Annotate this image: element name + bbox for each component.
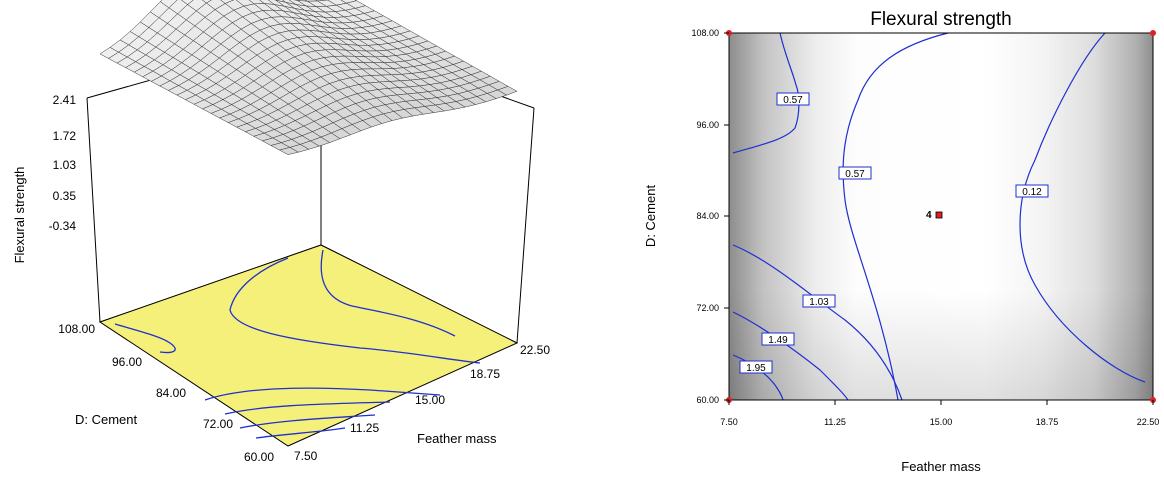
x-tick: 22.50 xyxy=(1137,417,1160,427)
center-point-label: 4 xyxy=(926,210,932,221)
y-tick: 108.00 xyxy=(691,28,719,38)
surface-mesh xyxy=(99,0,518,155)
x-tick: 11.25 xyxy=(350,421,379,435)
x-tick: 18.75 xyxy=(470,367,500,381)
y-tick: 108.00 xyxy=(58,322,95,336)
floor-contours xyxy=(114,249,481,439)
z-axis-label: Flexural strength xyxy=(12,167,27,264)
surface-cell xyxy=(278,147,300,155)
y-tick: 72.00 xyxy=(696,303,719,313)
contour-label: 0.57 xyxy=(783,95,803,106)
y-axis xyxy=(724,32,729,401)
x-tick: 11.25 xyxy=(824,417,846,427)
contour-lines xyxy=(732,32,1146,401)
y-axis-label: D: Cement xyxy=(75,412,138,427)
contour-label: 1.03 xyxy=(809,297,829,308)
center-point: 4 xyxy=(926,210,943,221)
contour-label: 1.95 xyxy=(746,363,766,374)
y-tick: 84.00 xyxy=(696,211,719,221)
contour-label: 0.57 xyxy=(845,169,865,180)
x-axis-label: Feather mass xyxy=(901,459,981,474)
design-point xyxy=(1150,30,1156,36)
y-tick: 60.00 xyxy=(244,450,274,464)
y-tick: 96.00 xyxy=(696,120,719,130)
z-tick: 1.03 xyxy=(53,158,77,172)
y-tick: 72.00 xyxy=(203,417,233,431)
z-tick: 0.35 xyxy=(53,189,77,203)
x-tick: 15.00 xyxy=(415,393,445,407)
x-tick: 22.50 xyxy=(520,343,550,357)
y-tick: 84.00 xyxy=(156,386,186,400)
contour-labels: 0.57 0.57 0.12 1.03 1.49 1.95 xyxy=(739,92,1049,374)
z-tick: 1.72 xyxy=(53,129,77,143)
y-tick: 60.00 xyxy=(696,395,719,405)
x-tick: 18.75 xyxy=(1036,417,1059,427)
surface-plot: 2.41 1.72 1.03 0.35 -0.34 Flexural stren… xyxy=(12,0,550,464)
y-tick-labels: 108.00 96.00 84.00 72.00 60.00 D: Cement xyxy=(643,28,719,405)
chart-title: Flexural strength xyxy=(870,9,1012,30)
x-axis xyxy=(728,400,1154,405)
z-tick: 2.41 xyxy=(53,93,77,107)
contour-label: 0.12 xyxy=(1022,187,1042,198)
y-axis: 108.00 96.00 84.00 72.00 60.00 D: Cement xyxy=(58,322,274,464)
z-tick: -0.34 xyxy=(49,219,77,233)
contour-plot: Flexural strength 0.57 0.57 0.12 1.03 1.… xyxy=(643,9,1159,474)
x-axis: 22.50 18.75 15.00 11.25 7.50 Feather mas… xyxy=(294,343,550,463)
x-tick: 7.50 xyxy=(294,449,318,463)
x-tick: 7.50 xyxy=(720,417,738,427)
x-tick-labels: 7.50 11.25 15.00 18.75 22.50 Feather mas… xyxy=(720,417,1159,474)
floor-plane xyxy=(98,244,519,447)
surface-cell xyxy=(201,0,212,4)
y-tick: 96.00 xyxy=(112,355,142,369)
z-axis: 2.41 1.72 1.03 0.35 -0.34 Flexural stren… xyxy=(12,93,76,263)
y-axis-label: D: Cement xyxy=(643,185,658,248)
x-axis-label: Feather mass xyxy=(417,431,497,446)
x-tick: 15.00 xyxy=(930,417,953,427)
contour-label: 1.49 xyxy=(768,335,788,346)
